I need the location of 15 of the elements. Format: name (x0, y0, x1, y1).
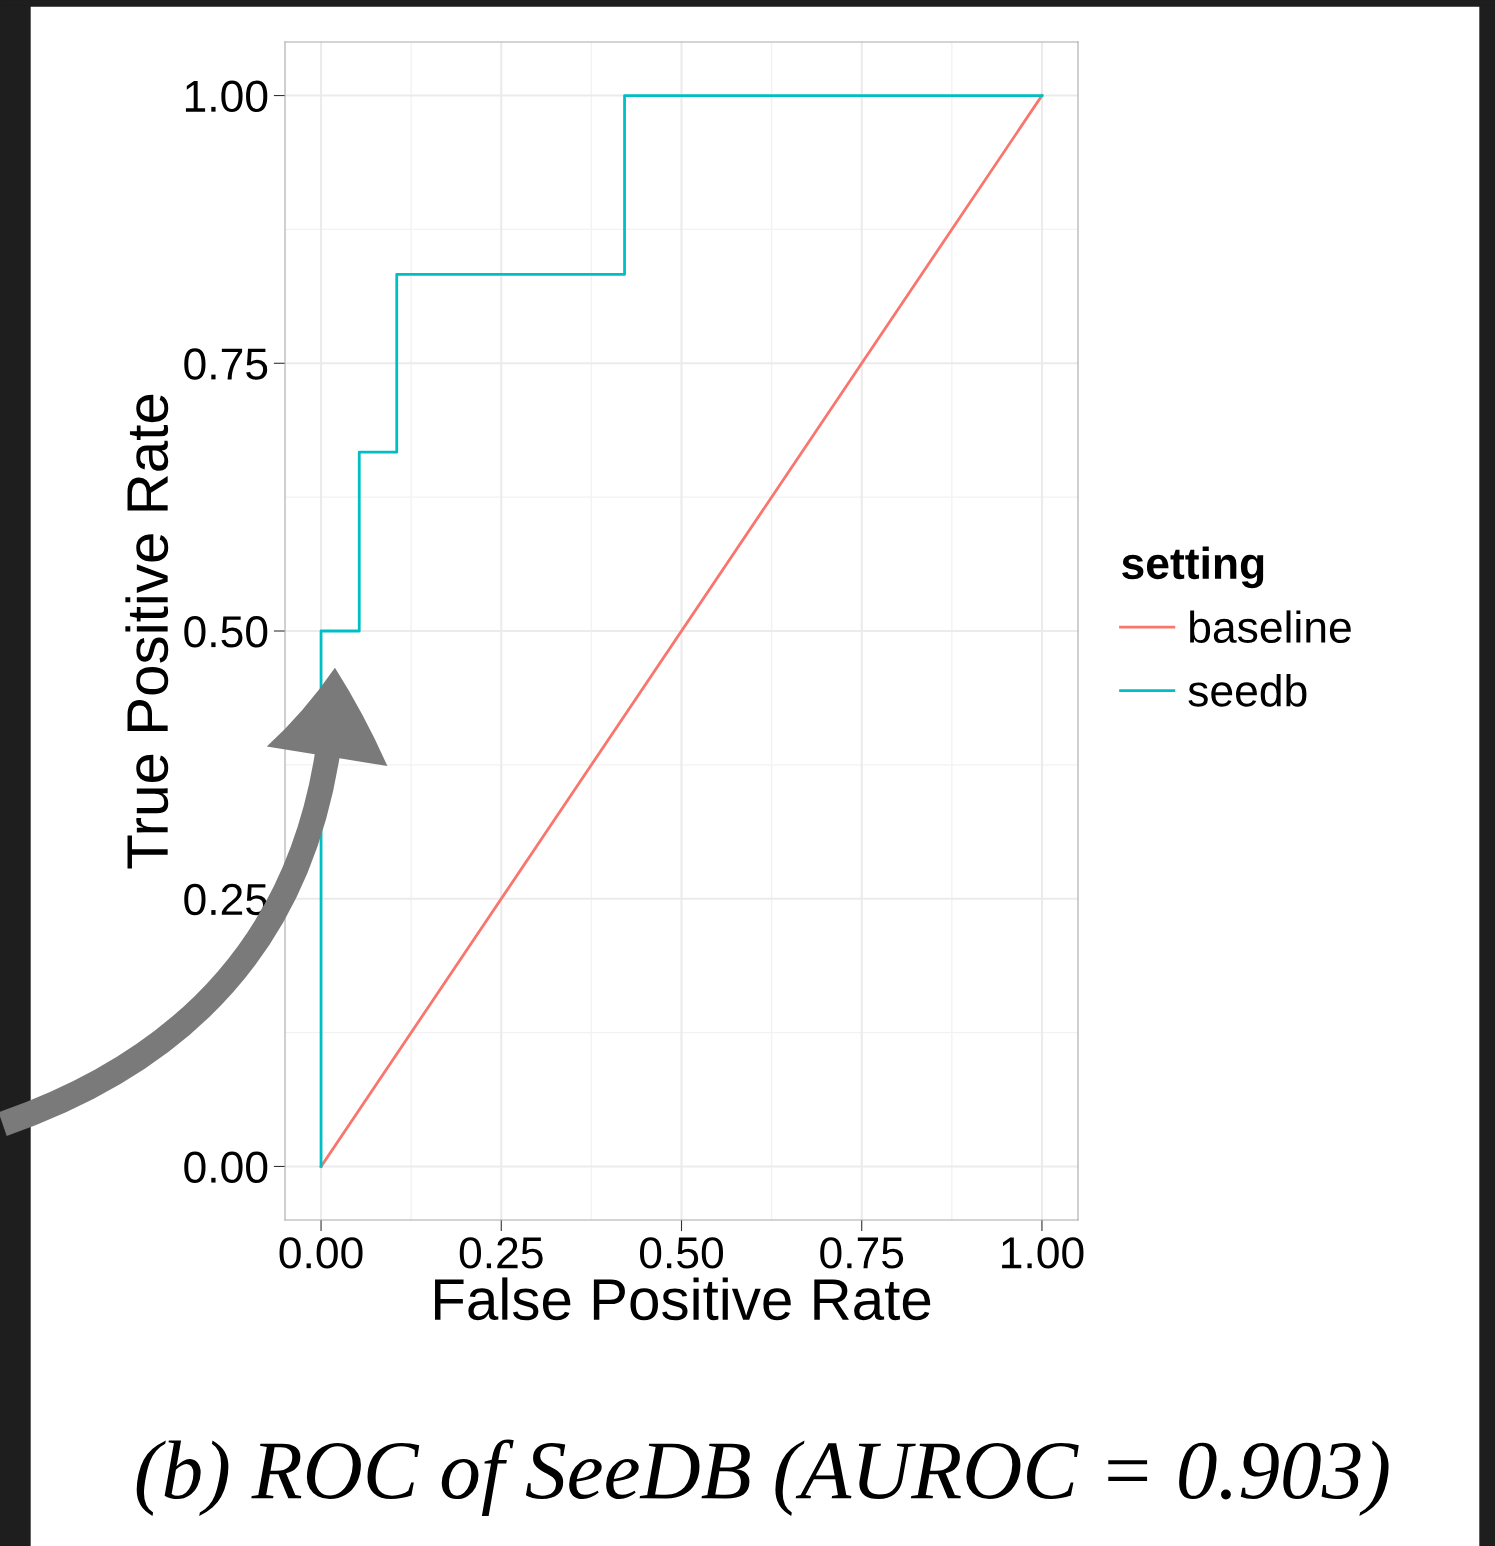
y-tick-label: 0.75 (184, 348, 268, 380)
legend-title: setting (1122, 546, 1264, 589)
legend-label: baseline (1190, 610, 1351, 644)
x-tick-label: 1.00 (1002, 1237, 1084, 1269)
y-tick-label: 0.00 (184, 1151, 268, 1183)
x-axis-title: False Positive Rate (435, 1277, 931, 1321)
text: (b) ROC of SeeDB (AUROC = 0.903) (136, 1439, 1389, 1516)
x-tick-label: 0.50 (639, 1237, 724, 1269)
y-tick-label: 1.00 (185, 80, 268, 113)
x-tick-label: 0.00 (279, 1237, 363, 1269)
x-tick-label: 0.25 (459, 1237, 543, 1269)
y-axis-title: True Positive Rate (125, 394, 169, 869)
y-tick-label: 0.50 (184, 616, 268, 648)
legend-label: seedb (1188, 674, 1307, 707)
x-tick-label: 0.75 (820, 1237, 904, 1269)
